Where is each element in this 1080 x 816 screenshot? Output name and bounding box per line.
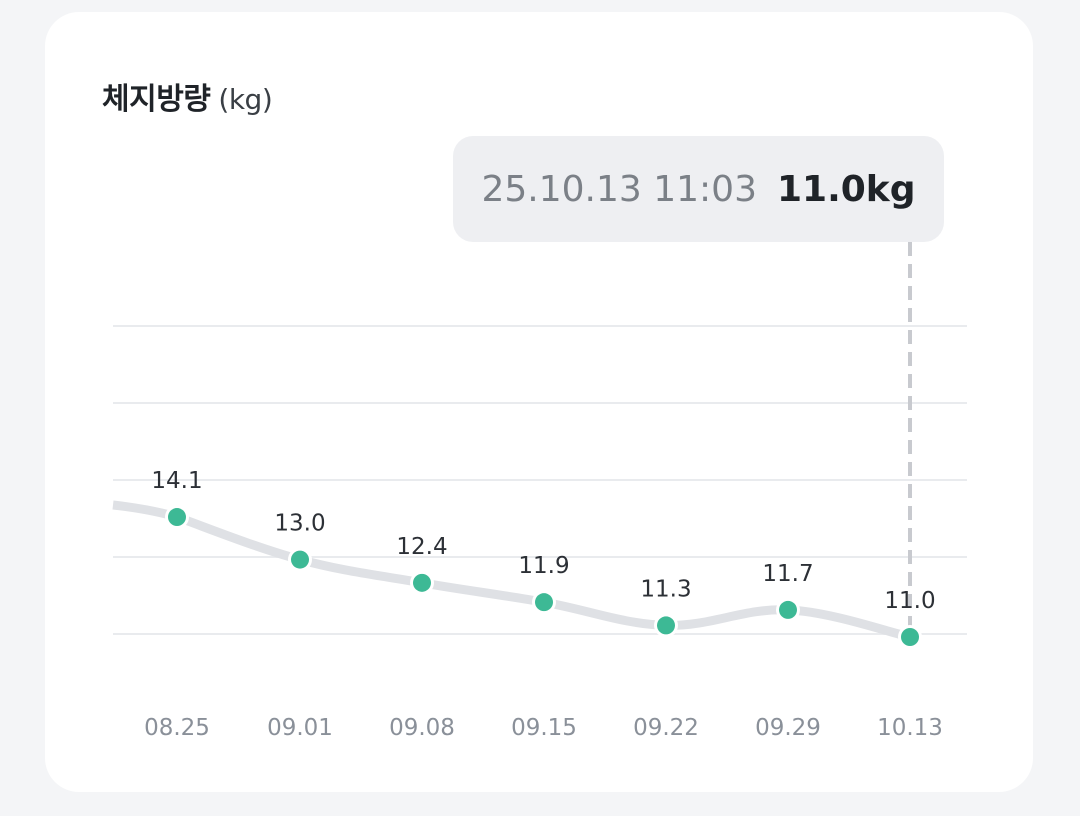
chart-unit: (kg) bbox=[218, 83, 273, 116]
x-tick-label: 08.25 bbox=[144, 715, 210, 741]
data-label: 13.0 bbox=[274, 511, 325, 537]
data-labels: 14.1 13.0 12.4 11.9 11.3 11.7 11.0 bbox=[151, 468, 935, 614]
x-tick-label: 09.15 bbox=[511, 715, 577, 741]
data-label: 11.7 bbox=[762, 561, 813, 587]
x-axis-labels: 08.25 09.01 09.08 09.15 09.22 09.29 10.13 bbox=[144, 715, 943, 741]
data-label: 11.0 bbox=[884, 588, 935, 614]
data-point[interactable] bbox=[657, 616, 675, 635]
data-points bbox=[165, 505, 922, 649]
x-tick-label: 09.08 bbox=[389, 715, 455, 741]
chart-title-text: 체지방량 bbox=[102, 82, 211, 117]
selected-point-tooltip: 25.10.13 11:03 11.0kg bbox=[453, 136, 944, 242]
data-label: 11.9 bbox=[518, 553, 569, 579]
data-point[interactable] bbox=[168, 508, 186, 527]
data-label: 11.3 bbox=[640, 576, 691, 602]
data-point[interactable] bbox=[291, 550, 309, 569]
x-tick-label: 10.13 bbox=[877, 715, 943, 741]
data-label: 14.1 bbox=[151, 468, 202, 494]
chart-title: 체지방량 (kg) bbox=[102, 74, 273, 118]
x-tick-label: 09.29 bbox=[755, 715, 821, 741]
data-label: 12.4 bbox=[396, 534, 447, 560]
grid-lines bbox=[113, 325, 967, 635]
data-point[interactable] bbox=[779, 600, 797, 619]
data-point[interactable] bbox=[413, 573, 431, 592]
data-point[interactable] bbox=[901, 628, 919, 646]
x-tick-label: 09.01 bbox=[267, 715, 333, 741]
tooltip-value: 11.0kg bbox=[776, 168, 916, 210]
x-tick-label: 09.22 bbox=[633, 715, 699, 741]
tooltip-datetime: 25.10.13 11:03 bbox=[481, 168, 757, 210]
data-point[interactable] bbox=[535, 593, 553, 612]
